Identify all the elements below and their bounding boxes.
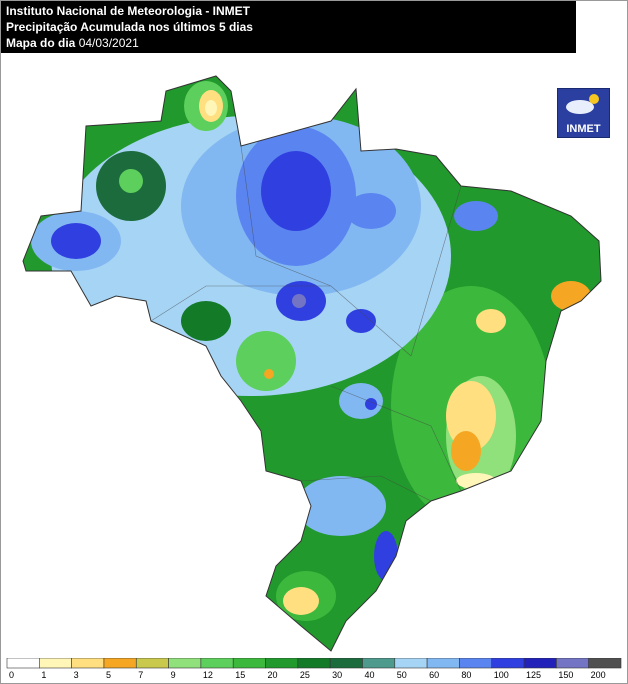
legend-swatch: [135, 658, 169, 669]
legend-label: 25: [300, 670, 310, 680]
legend-swatch: [491, 658, 525, 669]
legend-label: 40: [364, 670, 374, 680]
legend-swatch: [6, 658, 40, 669]
legend-swatch: [459, 658, 493, 669]
legend-label: 30: [332, 670, 342, 680]
legend-label: 200: [591, 670, 606, 680]
legend-swatch: [426, 658, 460, 669]
legend-swatch: [168, 658, 202, 669]
subtitle: Precipitação Acumulada nos últimos 5 dia…: [6, 20, 253, 34]
legend-swatch: [103, 658, 137, 669]
legend-label: 7: [138, 670, 143, 680]
legend-swatch: [39, 658, 72, 669]
legend-label: 12: [203, 670, 213, 680]
map: [22, 75, 602, 652]
legend-swatch: [200, 658, 234, 669]
legend-swatch: [232, 658, 266, 669]
logo-icon: [566, 94, 599, 114]
legend-label: 1: [41, 670, 46, 680]
legend-label: 5: [106, 670, 111, 680]
legend-label: 150: [558, 670, 573, 680]
legend-swatch: [556, 658, 589, 669]
legend-label: 9: [171, 670, 176, 680]
legend-label: 50: [397, 670, 407, 680]
date: 04/03/2021: [78, 36, 139, 50]
legend-label: 80: [461, 670, 471, 680]
legend-label: 20: [268, 670, 278, 680]
legend-swatch: [71, 658, 105, 669]
date-label: Mapa do dia: [6, 36, 76, 50]
title: Instituto Nacional de Meteorologia - INM…: [6, 4, 251, 18]
legend-label: 125: [526, 670, 541, 680]
date-line: Mapa do dia 04/03/2021: [6, 35, 571, 51]
legend-label: 3: [74, 670, 79, 680]
legend-swatch: [588, 658, 622, 669]
logo-text: INMET: [566, 123, 601, 135]
legend-swatch: [265, 658, 299, 669]
legend-label: 15: [235, 670, 245, 680]
legend-swatch: [523, 658, 557, 669]
legend-swatch: [394, 658, 428, 669]
legend-label: 0: [9, 670, 14, 680]
legend-swatch: [362, 658, 396, 669]
legend-swatch: [329, 658, 363, 669]
legend-label: 100: [494, 670, 509, 680]
logo: INMET: [557, 88, 610, 138]
legend-swatch: [297, 658, 331, 669]
header: Instituto Nacional de Meteorologia - INM…: [1, 1, 576, 53]
legend: 0 1 3 5 7 9 12 15 20 25 30 40 50 60 80 100 125 150 200: [6, 658, 622, 680]
legend-label: 60: [429, 670, 439, 680]
